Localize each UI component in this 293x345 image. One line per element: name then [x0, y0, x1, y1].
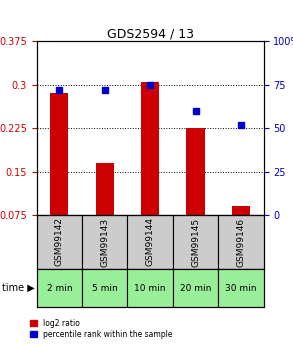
Text: time ▶: time ▶: [1, 283, 34, 293]
FancyBboxPatch shape: [127, 269, 173, 307]
Bar: [50, 93, 68, 215]
Text: 30 min: 30 min: [225, 284, 257, 293]
FancyBboxPatch shape: [127, 215, 173, 269]
Text: GSM99143: GSM99143: [100, 217, 109, 267]
Text: 2 min: 2 min: [47, 284, 72, 293]
Text: 5 min: 5 min: [92, 284, 117, 293]
Text: 20 min: 20 min: [180, 284, 211, 293]
Bar: [232, 206, 250, 215]
Text: 10 min: 10 min: [134, 284, 166, 293]
FancyBboxPatch shape: [173, 215, 218, 269]
Title: GDS2594 / 13: GDS2594 / 13: [107, 27, 194, 40]
FancyBboxPatch shape: [82, 215, 127, 269]
Text: GSM99144: GSM99144: [146, 217, 155, 266]
FancyBboxPatch shape: [218, 269, 264, 307]
Bar: [96, 163, 114, 215]
Bar: [141, 82, 159, 215]
FancyBboxPatch shape: [37, 269, 82, 307]
FancyBboxPatch shape: [37, 215, 82, 269]
FancyBboxPatch shape: [173, 269, 218, 307]
Bar: [186, 128, 205, 215]
FancyBboxPatch shape: [82, 269, 127, 307]
FancyBboxPatch shape: [218, 215, 264, 269]
Legend: log2 ratio, percentile rank within the sample: log2 ratio, percentile rank within the s…: [27, 316, 175, 341]
Text: GSM99142: GSM99142: [55, 217, 64, 266]
Text: GSM99145: GSM99145: [191, 217, 200, 267]
Text: GSM99146: GSM99146: [236, 217, 246, 267]
